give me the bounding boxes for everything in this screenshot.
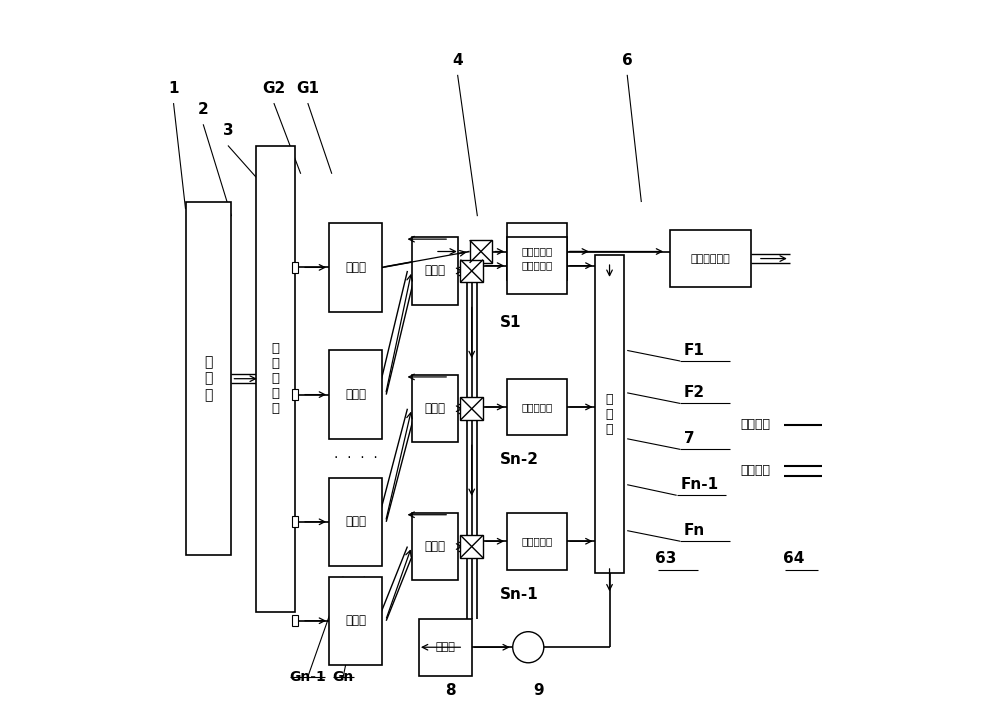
Bar — [329, 350, 382, 439]
Text: 高压罐: 高压罐 — [345, 614, 366, 627]
Bar — [460, 398, 483, 420]
Bar — [329, 478, 382, 566]
Bar — [470, 240, 492, 263]
Text: ·  ·  ·  ·: · · · · — [334, 451, 377, 465]
Text: 气轮发电机: 气轮发电机 — [521, 261, 553, 271]
Bar — [412, 513, 458, 580]
Text: 电路连接: 电路连接 — [740, 418, 770, 431]
Bar — [412, 375, 458, 443]
Bar — [186, 202, 231, 556]
Text: 供
电
器: 供 电 器 — [204, 355, 213, 402]
Bar — [292, 262, 298, 273]
Bar — [507, 223, 567, 280]
Text: 高压罐: 高压罐 — [345, 516, 366, 528]
Text: 3: 3 — [223, 124, 233, 139]
Text: F1: F1 — [684, 343, 705, 358]
Text: 9: 9 — [534, 683, 544, 698]
Text: 8: 8 — [445, 683, 456, 698]
Bar — [256, 145, 295, 612]
Bar — [460, 260, 483, 282]
Text: 64: 64 — [783, 551, 804, 566]
Text: 6: 6 — [622, 53, 633, 68]
Text: 空气净化装置: 空气净化装置 — [690, 254, 730, 264]
Text: G1: G1 — [296, 81, 319, 96]
Bar — [460, 536, 483, 558]
Text: 射流泵: 射流泵 — [424, 265, 445, 277]
Text: 2: 2 — [198, 102, 209, 117]
Bar — [329, 223, 382, 312]
Text: Sn-1: Sn-1 — [500, 587, 539, 602]
Text: 63: 63 — [655, 551, 677, 566]
Text: 空
气
压
缩
机: 空 气 压 缩 机 — [272, 342, 280, 415]
Text: 余压罐: 余压罐 — [435, 642, 455, 652]
Text: 增
压
泵: 增 压 泵 — [606, 393, 613, 435]
Text: Fn: Fn — [684, 523, 705, 538]
Text: 7: 7 — [684, 431, 694, 446]
Bar — [595, 255, 624, 573]
Text: Fn-1: Fn-1 — [680, 477, 718, 492]
Text: G2: G2 — [262, 81, 285, 96]
Circle shape — [513, 631, 544, 663]
Text: 气轮发电机: 气轮发电机 — [521, 536, 553, 546]
Bar — [292, 615, 298, 626]
Text: 气路连接: 气路连接 — [740, 464, 770, 477]
Text: 4: 4 — [452, 53, 463, 68]
Text: 气轮发电机: 气轮发电机 — [521, 247, 553, 257]
Bar — [292, 389, 298, 400]
Text: Gn: Gn — [332, 670, 354, 684]
Text: 高压罐: 高压罐 — [345, 261, 366, 274]
Bar — [419, 619, 472, 676]
Text: 射流泵: 射流泵 — [424, 540, 445, 553]
Text: 高压罐: 高压罐 — [345, 388, 366, 401]
Bar — [292, 516, 298, 528]
Text: Sn-2: Sn-2 — [500, 453, 539, 468]
Bar — [670, 230, 751, 287]
Bar — [507, 513, 567, 570]
Text: Gn-1: Gn-1 — [289, 670, 326, 684]
Text: F2: F2 — [684, 385, 705, 400]
Text: 1: 1 — [168, 81, 179, 96]
Text: 射流泵: 射流泵 — [424, 403, 445, 415]
Bar — [507, 237, 567, 294]
Bar — [412, 237, 458, 305]
Text: 气轮发电机: 气轮发电机 — [521, 402, 553, 412]
Text: S1: S1 — [500, 315, 522, 330]
Bar — [329, 576, 382, 665]
Bar — [507, 379, 567, 435]
